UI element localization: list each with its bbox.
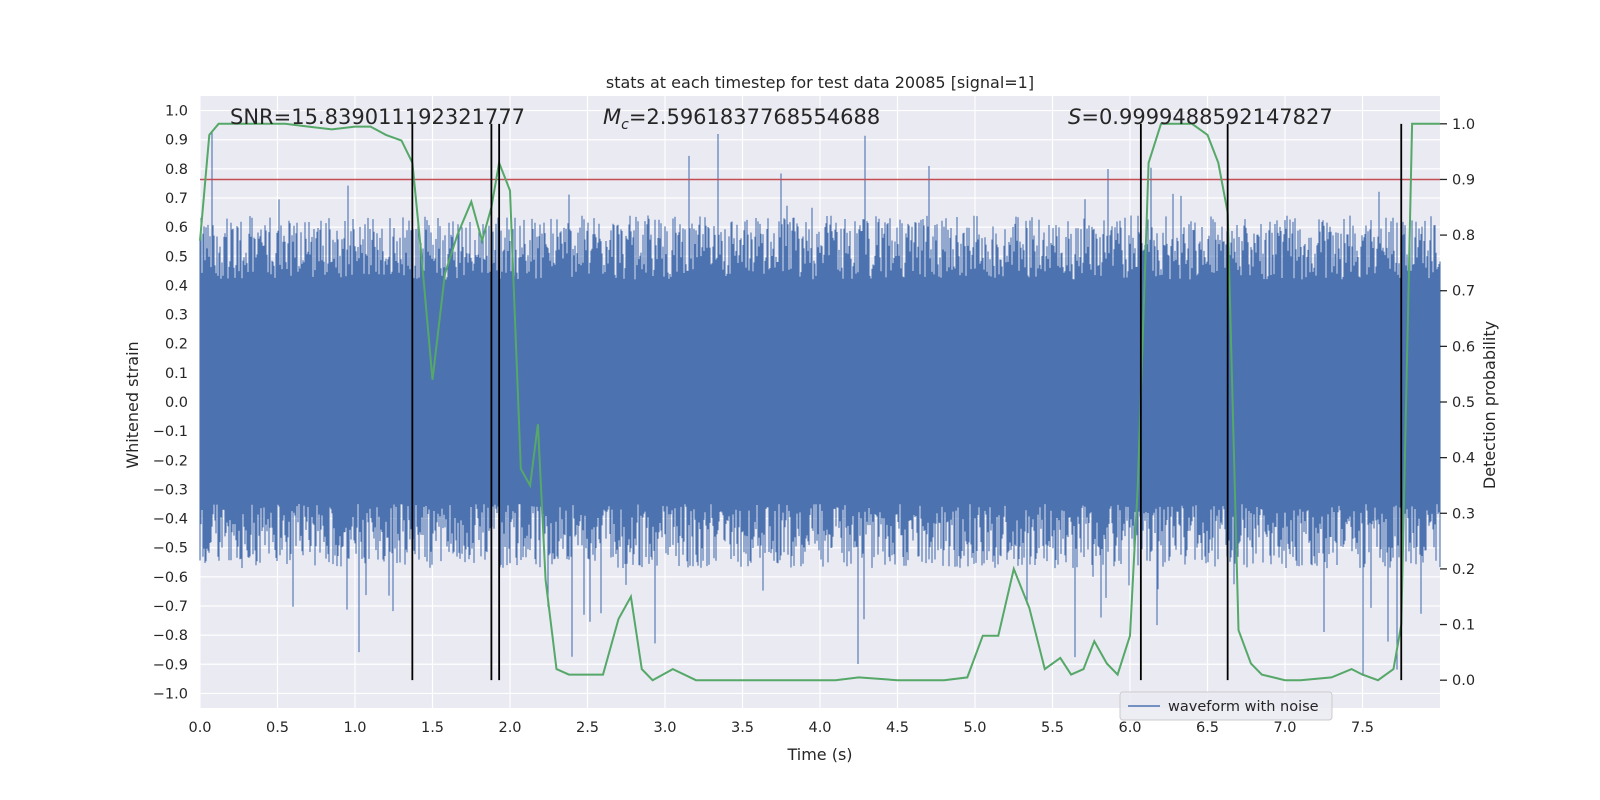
y-left-tick-label: −0.5 xyxy=(153,541,188,557)
y-right-tick-label: 0.9 xyxy=(1452,172,1475,188)
y-left-tick-label: −0.9 xyxy=(153,657,188,673)
mc-subscript: c xyxy=(621,117,629,133)
y-left-tick-label: −0.6 xyxy=(153,570,188,586)
y-left-tick-label: −0.2 xyxy=(153,453,188,469)
legend: waveform with noise xyxy=(1119,691,1333,721)
y-left-tick-label: 0.3 xyxy=(165,308,188,324)
y-right-tick-label: 0.7 xyxy=(1452,284,1475,300)
x-axis: 0.0 0.5 1.0 1.5 2.0 2.5 3.0 3.5 4.0 4.5 5.0 5.5 6.0 6… xyxy=(188,720,1374,736)
y-right-tick-label: 0.6 xyxy=(1452,339,1475,355)
y-left-tick-label: 0.8 xyxy=(165,162,188,178)
y-left-tick-label: −0.4 xyxy=(153,512,188,528)
waveform-core-band xyxy=(200,279,1440,504)
y-left-tick-label: 0.5 xyxy=(165,249,188,265)
x-tick-label: 2.5 xyxy=(576,720,599,736)
x-tick-label: 3.5 xyxy=(731,720,754,736)
y-right-tick-label: 1.0 xyxy=(1452,117,1475,133)
x-tick-label: 6.0 xyxy=(1118,720,1141,736)
y-left-tick-label: −0.8 xyxy=(153,628,188,644)
y-left-tick-label: 0.9 xyxy=(165,133,188,149)
y-left-tick-label: 0.4 xyxy=(165,278,188,294)
x-tick-label: 0.0 xyxy=(188,720,211,736)
y-left-tick-label: 0.6 xyxy=(165,220,188,236)
x-tick-label: 0.5 xyxy=(266,720,289,736)
mc-value: =2.5961837768554688 xyxy=(629,105,880,129)
x-tick-label: 7.5 xyxy=(1351,720,1374,736)
x-axis-label: Time (s) xyxy=(786,745,852,764)
y-right-tick-label: 0.5 xyxy=(1452,395,1475,411)
y-right-tick-label: 0.0 xyxy=(1452,673,1475,689)
x-tick-label: 1.5 xyxy=(421,720,444,736)
mc-annotation: Mc=2.5961837768554688 xyxy=(603,105,880,133)
s-annotation: S=0.9999488592147827 xyxy=(1068,105,1333,129)
y-right-tick-label: 0.8 xyxy=(1452,228,1475,244)
x-tick-label: 5.0 xyxy=(963,720,986,736)
y-left-tick-label: 1.0 xyxy=(165,104,188,120)
x-tick-label: 4.0 xyxy=(808,720,831,736)
y-right-tick-label: 0.3 xyxy=(1452,506,1475,522)
y-right-tick-label: 0.1 xyxy=(1452,618,1475,634)
x-tick-label: 5.5 xyxy=(1041,720,1064,736)
legend-label: waveform with noise xyxy=(1168,699,1319,715)
y-right-tick-label: 0.2 xyxy=(1452,562,1475,578)
s-symbol: S xyxy=(1068,105,1081,129)
detection-probability-line xyxy=(199,122,1440,682)
snr-annotation: SNR=15.839011192321777 xyxy=(230,105,525,129)
y-left-tick-label: 0.0 xyxy=(165,395,188,411)
x-tick-label: 2.0 xyxy=(498,720,521,736)
y-right-tick-label: 0.4 xyxy=(1452,451,1475,467)
s-value: =0.9999488592147827 xyxy=(1081,105,1332,129)
x-tick-label: 6.5 xyxy=(1196,720,1219,736)
y-left-tick-label: −0.7 xyxy=(153,599,188,615)
y-left-tick-label: 0.7 xyxy=(165,191,188,207)
overlays xyxy=(199,122,1440,682)
x-tick-label: 4.5 xyxy=(886,720,909,736)
legend-box xyxy=(1119,691,1333,721)
mc-symbol: M xyxy=(603,105,621,129)
y-left-tick-label: −1.0 xyxy=(153,686,188,702)
y-axis-right: 1.0 0.9 0.8 0.7 0.6 0.5 0.4 0.3 0.2 0.1 0.0 xyxy=(1440,117,1475,689)
x-tick-label: 3.0 xyxy=(653,720,676,736)
y-axis-left: 1.0 0.9 0.8 0.7 0.6 0.5 0.4 0.3 0.2 0.1 0.0 −0.1 −0.… xyxy=(153,104,188,703)
y-left-tick-label: 0.2 xyxy=(165,337,188,353)
y-axis-right-label: Detection probability xyxy=(1480,321,1499,489)
chart-title: stats at each timestep for test data 200… xyxy=(606,73,1034,92)
y-left-tick-label: 0.1 xyxy=(165,366,188,382)
y-left-tick-label: −0.3 xyxy=(153,482,188,498)
x-tick-label: 7.0 xyxy=(1273,720,1296,736)
y-axis-left-label: Whitened strain xyxy=(123,341,142,468)
y-left-tick-label: −0.1 xyxy=(153,424,188,440)
x-tick-label: 1.0 xyxy=(343,720,366,736)
